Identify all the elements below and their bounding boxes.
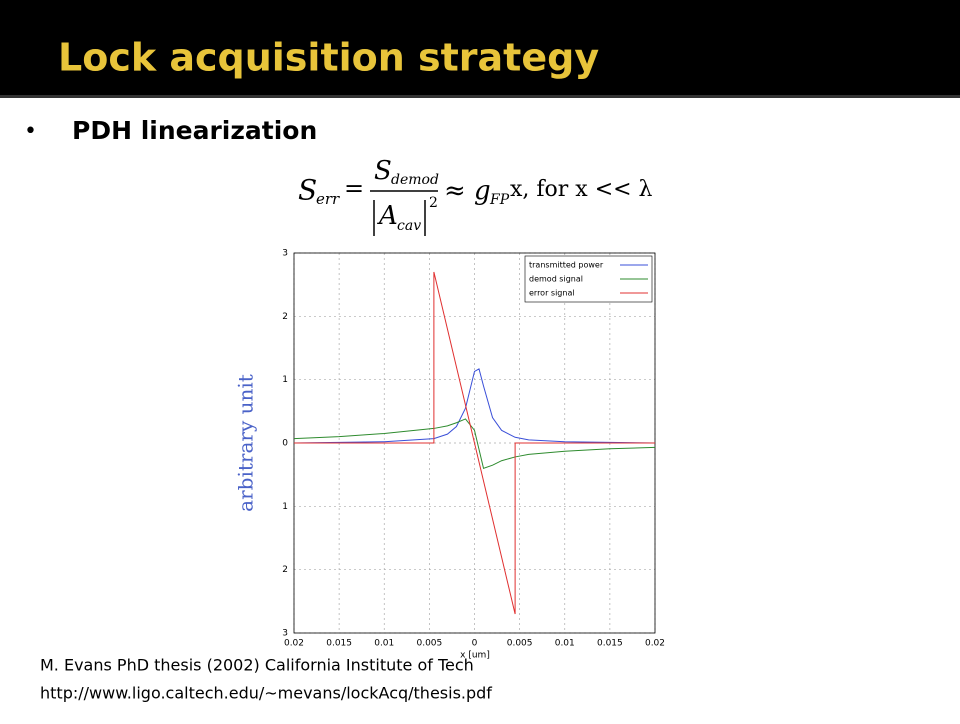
citation: M. Evans PhD thesis (2002) California In… xyxy=(40,656,474,675)
bullet: • xyxy=(24,119,37,144)
x-tick-label: 0.005 xyxy=(507,639,533,649)
eq-den-sup: 2 xyxy=(429,195,438,211)
y-axis-label: arbitrary unit xyxy=(234,374,258,512)
legend-label: error signal xyxy=(529,289,575,298)
x-tick-label: 0.015 xyxy=(326,639,352,649)
eq-equals: = xyxy=(344,175,364,203)
series-line xyxy=(293,368,656,444)
series-line xyxy=(294,271,655,615)
legend-label: transmitted power xyxy=(529,261,604,270)
x-axis-label: x [um] xyxy=(460,651,490,661)
x-tick-label: 0.02 xyxy=(284,639,304,649)
y-tick-label: 1 xyxy=(282,502,288,512)
eq-lhs-sub: err xyxy=(316,190,340,208)
y-tick-label: 1 xyxy=(282,375,288,385)
x-tick-label: 0.005 xyxy=(416,639,442,649)
y-tick-label: 3 xyxy=(282,249,288,259)
eq-approx: ≈ g xyxy=(444,176,491,206)
x-tick-label: 0.01 xyxy=(555,639,575,649)
x-tick-label: 0.015 xyxy=(597,639,623,649)
eq-den: A xyxy=(377,201,398,231)
eq-approx-sub: FP xyxy=(489,192,510,208)
legend-label: demod signal xyxy=(529,275,583,284)
equation: S err = S demod A cav 2 ≈ g FP x, for x … xyxy=(298,156,653,236)
y-tick-label: 0 xyxy=(282,439,288,449)
title-bar xyxy=(0,0,960,95)
eq-tail: x, for x << λ xyxy=(510,177,653,202)
y-tick-label: 2 xyxy=(282,565,288,575)
eq-num: S xyxy=(374,156,392,186)
slide-title: Lock acquisition strategy xyxy=(58,36,599,80)
eq-num-sub: demod xyxy=(391,172,439,188)
y-tick-label: 2 xyxy=(282,312,288,322)
x-tick-label: 0.02 xyxy=(645,639,665,649)
eq-lhs: S xyxy=(298,174,317,207)
series-line xyxy=(293,418,656,469)
title-rule xyxy=(0,95,960,98)
x-tick-label: 0.01 xyxy=(374,639,394,649)
eq-den-sub: cav xyxy=(397,218,421,234)
y-tick-label: 3 xyxy=(282,629,288,639)
x-tick-label: 0 xyxy=(472,639,478,649)
plot: 0.02 0.015 0.01 0.005 0 0.005 0.01 0.015 0.02321… xyxy=(282,249,665,649)
bullet-text: PDH linearization xyxy=(72,116,317,145)
citation-url: http://www.ligo.caltech.edu/~mevans/lock… xyxy=(40,684,492,703)
